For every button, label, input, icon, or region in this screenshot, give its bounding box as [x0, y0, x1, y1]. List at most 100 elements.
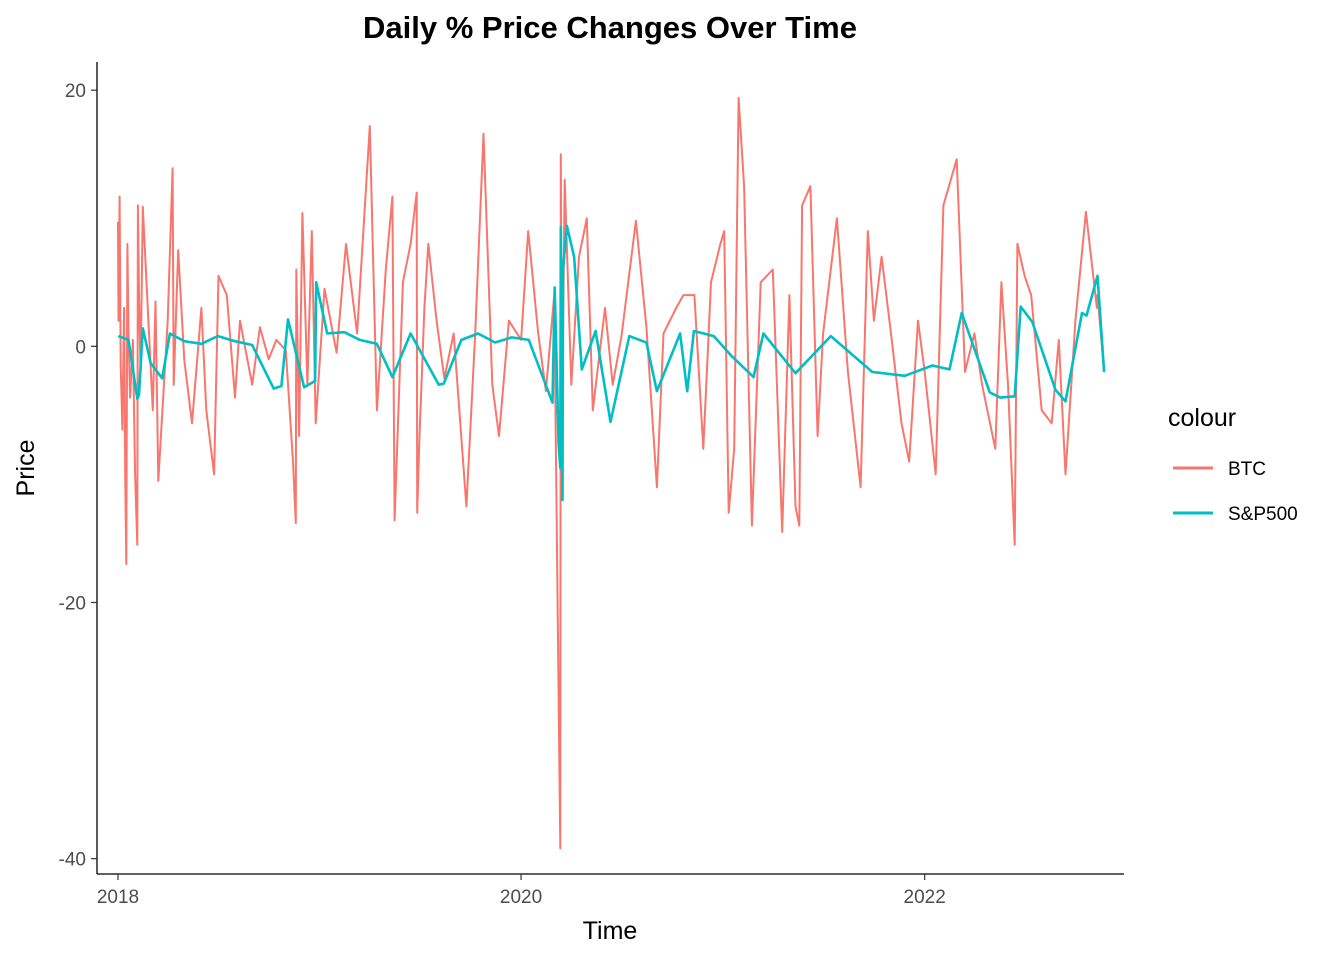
sp500-point [273, 388, 275, 390]
btc-point [781, 531, 783, 533]
sp500-point [150, 362, 152, 364]
btc-point [345, 243, 347, 245]
sp500-point [1020, 306, 1022, 308]
btc-point [917, 320, 919, 322]
btc-point [1014, 544, 1016, 546]
btc-point [560, 153, 562, 155]
sp500-point [948, 368, 951, 370]
btc-point [635, 220, 637, 222]
btc-point [620, 335, 623, 337]
btc-point [311, 230, 313, 232]
x-tick-label: 2022 [904, 887, 946, 908]
btc-point [527, 230, 529, 232]
sp500-point [679, 332, 681, 335]
btc-point [908, 461, 910, 463]
sp500-point [443, 382, 445, 385]
btc-point [693, 294, 696, 296]
btc-point [794, 505, 797, 507]
btc-point [427, 243, 429, 245]
btc-point [453, 332, 455, 335]
sp500-point [693, 330, 695, 332]
sp500-point [1096, 275, 1099, 277]
btc-point [743, 185, 745, 187]
sp500-point [551, 402, 554, 404]
sp500-point [609, 421, 612, 423]
btc-point [123, 307, 125, 309]
btc-point [604, 307, 606, 309]
sp500-point [343, 331, 345, 333]
sp500-point [730, 354, 732, 356]
btc-point [217, 275, 220, 277]
btc-point [710, 281, 712, 283]
btc-point [137, 204, 139, 206]
btc-point [416, 512, 418, 514]
btc-point [152, 409, 154, 411]
btc-point [136, 544, 138, 546]
sp500-point [138, 394, 140, 396]
btc-point [132, 339, 134, 341]
sp500-point [762, 332, 765, 335]
btc-point [760, 281, 762, 283]
sp500-point [359, 339, 361, 341]
btc-point [682, 294, 685, 296]
x-tick-label: 2020 [500, 887, 542, 908]
chart-title: Daily % Price Changes Over Time [363, 10, 857, 45]
btc-point [881, 256, 883, 258]
btc-point [994, 448, 996, 450]
sp500-point [142, 327, 144, 329]
sp500-point [410, 332, 412, 335]
btc-point [124, 473, 126, 475]
sp500-point [326, 332, 328, 335]
btc-point [134, 473, 136, 475]
btc-point [323, 288, 326, 290]
sp500-point [794, 372, 797, 374]
sp500-point [1031, 321, 1033, 323]
sp500-point [391, 376, 393, 378]
btc-point [402, 281, 404, 283]
btc-point [177, 249, 179, 251]
sp500-point [1081, 312, 1083, 314]
sp500-point [280, 385, 282, 387]
btc-point [268, 358, 270, 360]
btc-point [1016, 243, 1019, 245]
btc-point [336, 352, 338, 354]
btc-point [723, 230, 725, 232]
btc-point [873, 320, 875, 322]
btc-point [964, 371, 966, 373]
sp500-point [234, 340, 236, 342]
btc-point [410, 243, 412, 245]
sp500-point [438, 384, 440, 386]
btc-point [847, 371, 849, 373]
sp500-point [477, 332, 479, 335]
sp500-point [989, 391, 991, 393]
sp500-point [573, 256, 575, 258]
btc-point [391, 195, 393, 198]
btc-point [1064, 473, 1067, 475]
x-axis-label: Time [583, 917, 638, 945]
sp500-point [183, 340, 185, 342]
btc-point [1051, 422, 1053, 424]
btc-point [578, 256, 580, 258]
btc-point [117, 320, 120, 322]
legend-title: colour [1168, 404, 1236, 432]
btc-point [292, 461, 294, 463]
sp500-point [1014, 395, 1016, 397]
btc-point [275, 339, 277, 341]
btc-point [200, 307, 202, 309]
btc-point [205, 409, 207, 411]
btc-point [423, 307, 425, 309]
sp500-point [287, 318, 289, 320]
y-axis-label: Price [12, 440, 40, 497]
sp500-point [315, 281, 317, 283]
sp500-point [628, 335, 630, 337]
sp500-point [830, 335, 832, 337]
sp500-point [554, 286, 556, 288]
btc-point [394, 519, 396, 522]
btc-point [418, 435, 421, 437]
btc-point [491, 384, 493, 386]
sp500-point [961, 312, 963, 314]
btc-point [772, 268, 774, 271]
btc-point [973, 332, 976, 335]
series-sp500-line [118, 224, 1106, 502]
sp500-point [136, 398, 138, 400]
